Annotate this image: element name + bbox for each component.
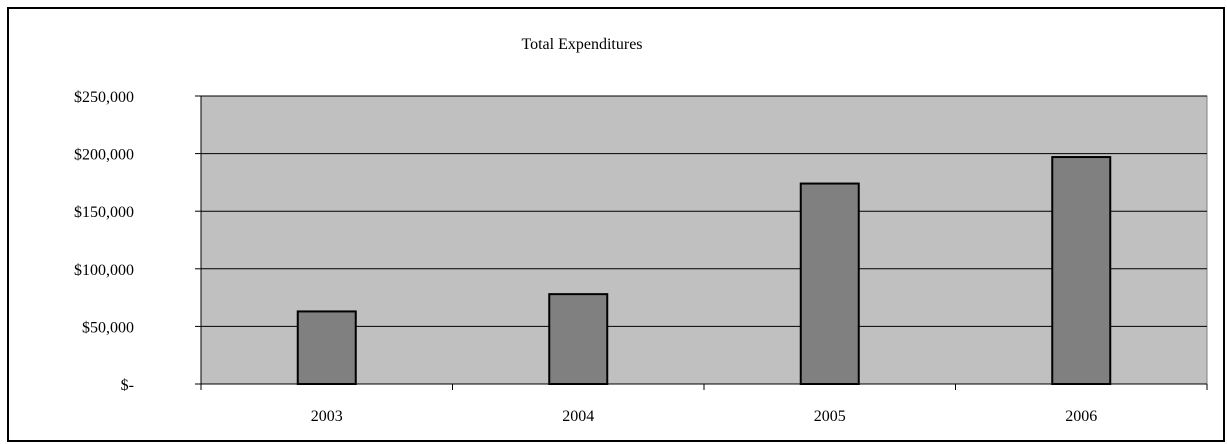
x-axis-ticks: 2003 2004 2005 2006 <box>200 384 1208 425</box>
y-tick-label: $250,000 <box>74 89 134 106</box>
y-tick-label: $150,000 <box>74 204 134 221</box>
bars <box>296 156 1112 386</box>
plot-area <box>200 95 1208 385</box>
x-tick-label: 2005 <box>814 408 846 425</box>
x-tick-label: 2004 <box>562 408 594 425</box>
x-tick-label: 2006 <box>1065 408 1097 425</box>
bar-2004 <box>548 293 609 386</box>
y-tick-label: $- <box>121 377 134 394</box>
chart-title: Total Expenditures <box>521 36 642 53</box>
bar-2006 <box>1051 156 1112 385</box>
gridlines <box>201 95 1207 327</box>
bar-2005 <box>799 182 860 385</box>
y-tick-label: $200,000 <box>74 147 134 164</box>
bar-2003 <box>296 310 357 386</box>
y-axis-ticks: $- $50,000 $100,000 $150,000 $200,000 $250,00… <box>74 89 201 394</box>
y-tick-label: $100,000 <box>74 262 134 279</box>
y-tick-label: $50,000 <box>82 319 134 336</box>
x-tick-label: 2003 <box>311 408 343 425</box>
